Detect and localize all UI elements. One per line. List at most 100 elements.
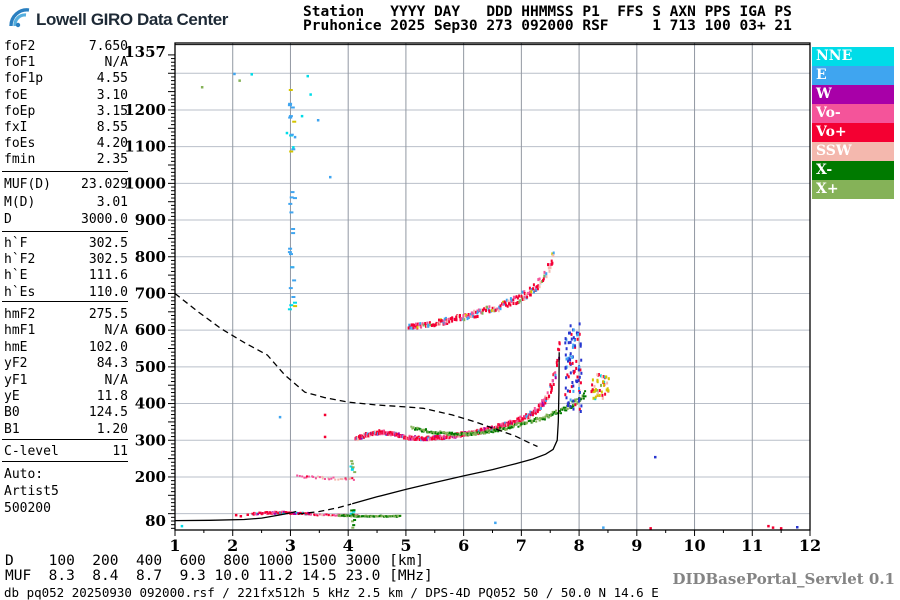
panel-divider: [2, 461, 128, 462]
x-axis-label: 11: [741, 536, 763, 555]
param-group-virtual-heights: h`F 302.5 h`F2 302.5 h`E 111.6 h`Es 110.0: [4, 236, 128, 301]
legend-item-Vo: Vo+: [812, 123, 894, 142]
param-label: hmF1: [4, 323, 36, 339]
servlet-version-label: DIDBasePortal_Servlet 0.1: [672, 570, 895, 588]
param-group-profile: hmF2 275.5 hmF1 N/A hmE 102.0 yF2 84.3 yF1 N/A yE 1…: [4, 307, 128, 438]
confidence-level-row: C-level 11: [4, 444, 128, 459]
legend-item-SSW: SSW: [812, 142, 894, 161]
param-row-hE: h`E 111.6: [4, 268, 128, 284]
muf-row: MUF 8.3 8.4 8.7 9.3 10.0 11.2 14.5 23.0 …: [5, 568, 433, 584]
param-label: yE: [4, 389, 20, 405]
param-row-fxI: fxI 8.55: [4, 120, 128, 136]
curve-E-profile: [174, 510, 297, 522]
y-axis-label: 400: [135, 395, 166, 413]
x-axis-label: 2: [227, 536, 238, 555]
clevel-label: C-level: [4, 444, 59, 459]
y-axis-label: 300: [135, 431, 166, 449]
curve-valley-dashed: [298, 503, 352, 515]
header-values-row: Pruhonice 2025 Sep30 273 092000 RSF 1 71…: [303, 18, 792, 34]
x-axis-label: 1: [169, 536, 180, 555]
y-axis-label: 700: [135, 284, 166, 302]
param-value: 124.5: [88, 405, 128, 421]
param-label: yF1: [4, 372, 28, 388]
param-row-foEp: foEp 3.15: [4, 104, 128, 120]
param-row-hmE: hmE 102.0: [4, 340, 128, 356]
curve-MUF-transmission-curve: [174, 292, 538, 448]
param-value: 23.029: [81, 177, 128, 192]
param-row-yF1: yF1 N/A: [4, 373, 128, 389]
param-label: h`F: [4, 236, 28, 251]
curve-F-profile: [352, 352, 560, 505]
y-axis-label: 1200: [124, 101, 166, 119]
param-label: M(D): [4, 194, 36, 210]
y-axis-label: 1100: [124, 138, 166, 156]
param-value: 102.0: [88, 339, 128, 355]
param-value: N/A: [104, 323, 128, 339]
artist-code: 500200: [4, 501, 51, 516]
param-value: N/A: [104, 372, 128, 388]
param-row-B1: B1 1.20: [4, 422, 128, 438]
artist-version: Artist5: [4, 484, 59, 499]
x-axis-label: 7: [516, 536, 527, 555]
legend-item-E: E: [812, 66, 894, 85]
y-axis-label: 900: [135, 211, 166, 229]
param-row-foF2: foF2 7.650: [4, 39, 128, 55]
giro-wave-icon: [9, 8, 30, 28]
param-row-hmF1: hmF1 N/A: [4, 323, 128, 339]
direction-legend: NNE E W Vo- Vo+ SSW X- X+: [812, 47, 894, 199]
param-label: MUF(D): [4, 177, 51, 192]
x-axis-label: 3: [285, 536, 296, 555]
param-value: 110.0: [88, 284, 128, 300]
y-axis-label: 600: [135, 321, 166, 339]
param-label: foEs: [4, 136, 36, 152]
param-value: 3.10: [96, 87, 128, 103]
param-row-yF2: yF2 84.3: [4, 356, 128, 372]
param-row-foF1: foF1 N/A: [4, 55, 128, 71]
param-label: foF1p: [4, 71, 44, 87]
x-axis-label: 10: [683, 536, 705, 555]
x-axis-label: 6: [458, 536, 469, 555]
param-value: 8.55: [96, 120, 128, 136]
param-label: h`E: [4, 268, 28, 284]
param-row-MUFD: MUF(D) 23.029: [4, 176, 128, 194]
param-group-muf: MUF(D) 23.029 M(D) 3.01 D 3000.0: [4, 176, 128, 229]
param-label: yF2: [4, 356, 28, 372]
param-label: h`F2: [4, 252, 36, 268]
param-label: B1: [4, 421, 20, 437]
param-value: 11.8: [96, 389, 128, 405]
param-label: foF2: [4, 39, 36, 54]
param-label: h`Es: [4, 284, 36, 300]
param-value: 84.3: [96, 356, 128, 372]
param-value: 4.55: [96, 71, 128, 87]
param-label: foF1: [4, 55, 36, 71]
param-value: 3.01: [96, 194, 128, 210]
param-row-yE: yE 11.8: [4, 389, 128, 405]
legend-item-Vo: Vo-: [812, 104, 894, 123]
distance-row: D 100 200 400 600 800 1000 1500 3000 [km…: [5, 553, 425, 569]
header-columns-row: Station YYYY DAY DDD HHMMSS P1 FFS S AXN…: [303, 4, 792, 20]
param-value: 3000.0: [81, 212, 128, 227]
param-label: fxI: [4, 120, 28, 136]
panel-divider: [2, 301, 128, 302]
param-value: 7.650: [88, 39, 128, 54]
param-value: 1.20: [96, 421, 128, 437]
param-label: hmE: [4, 339, 28, 355]
plot-frame: [174, 42, 811, 531]
param-row-hmF2: hmF2 275.5: [4, 307, 128, 323]
param-row-D: D 3000.0: [4, 211, 128, 229]
giro-logo: Lowell GIRO Data Center: [8, 6, 228, 30]
param-row-hEs: h`Es 110.0: [4, 285, 128, 301]
param-label: B0: [4, 405, 20, 421]
page-title: Lowell GIRO Data Center: [36, 10, 229, 29]
y-axis-label: 80: [145, 512, 166, 530]
clevel-value: 11: [112, 444, 128, 459]
param-value: 302.5: [88, 236, 128, 251]
panel-divider: [2, 439, 128, 440]
param-group-frequencies: foF2 7.650 foF1 N/A foF1p 4.55 foE 3.10 foEp 3.15…: [4, 39, 128, 169]
param-row-foF1p: foF1p 4.55: [4, 71, 128, 87]
param-value: 111.6: [88, 268, 128, 284]
y-axis-label: 1000: [124, 174, 166, 192]
autoscaling-info: Auto: Artist5 500200: [4, 466, 128, 517]
